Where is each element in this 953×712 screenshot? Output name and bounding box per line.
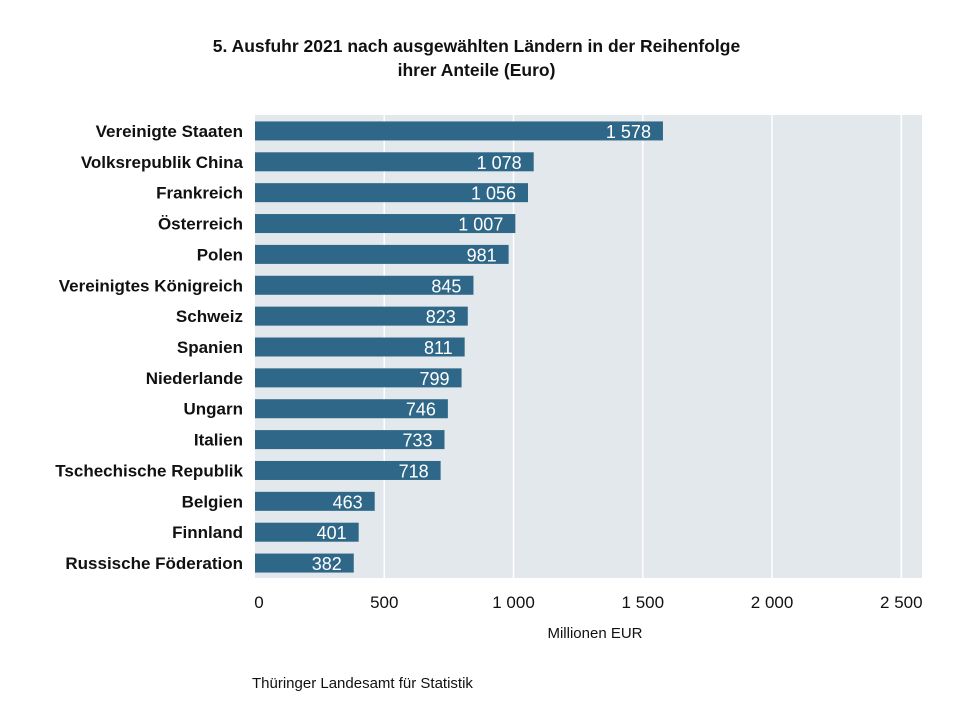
- bar: [255, 399, 448, 419]
- category-label: Spanien: [177, 338, 243, 357]
- bar: [255, 368, 462, 388]
- data-label: 823: [426, 307, 456, 327]
- bar: [255, 460, 441, 480]
- data-label: 1 056: [471, 184, 516, 204]
- data-label: 746: [406, 400, 436, 420]
- bar: [255, 183, 529, 203]
- data-label: 1 078: [477, 153, 522, 173]
- category-label: Italien: [194, 431, 243, 450]
- bar: [255, 306, 468, 326]
- x-tick-label: 0: [254, 593, 263, 612]
- source-note: Thüringer Landesamt für Statistik: [252, 675, 473, 692]
- data-label: 463: [333, 492, 363, 512]
- x-tick-label: 2 500: [880, 593, 923, 612]
- chart-title: 5. Ausfuhr 2021 nach ausgewählten Länder…: [0, 34, 953, 82]
- bar: [255, 275, 474, 295]
- title-line-2: ihrer Anteile (Euro): [397, 60, 556, 80]
- category-label: Finnland: [172, 523, 243, 542]
- data-label: 733: [402, 431, 432, 451]
- x-tick-label: 2 000: [751, 593, 794, 612]
- bar: [255, 152, 534, 172]
- x-tick-label: 1 000: [492, 593, 535, 612]
- data-label: 811: [424, 338, 453, 358]
- data-label: 799: [420, 369, 450, 389]
- bar: [255, 522, 359, 542]
- bar: [255, 244, 509, 264]
- bar: [255, 491, 375, 511]
- x-tick-label: 500: [370, 593, 398, 612]
- category-label: Belgien: [182, 492, 243, 511]
- data-label: 981: [467, 245, 497, 265]
- data-label: 401: [317, 523, 347, 543]
- bar: [255, 337, 465, 357]
- category-label: Volksrepublik China: [81, 153, 244, 172]
- category-label: Frankreich: [156, 184, 243, 203]
- x-axis-label: Millionen EUR: [547, 625, 642, 642]
- category-label: Polen: [197, 245, 243, 264]
- title-line-1: 5. Ausfuhr 2021 nach ausgewählten Länder…: [212, 36, 741, 56]
- category-label: Tschechische Republik: [55, 461, 243, 480]
- category-label: Vereinigte Staaten: [96, 122, 243, 141]
- bar: [255, 553, 354, 573]
- category-label: Österreich: [158, 215, 243, 234]
- category-label: Ungarn: [184, 400, 244, 419]
- data-label: 845: [431, 276, 461, 296]
- category-label: Russische Föderation: [65, 554, 243, 573]
- data-label: 718: [399, 461, 429, 481]
- category-label: Niederlande: [146, 369, 243, 388]
- x-tick-label: 1 500: [622, 593, 665, 612]
- bar: [255, 214, 516, 234]
- category-label: Schweiz: [176, 307, 243, 326]
- data-label: 382: [312, 554, 342, 574]
- data-label: 1 007: [458, 215, 503, 235]
- bar: [255, 430, 445, 450]
- data-label: 1 578: [606, 122, 651, 142]
- bar: [255, 121, 663, 141]
- category-label: Vereinigtes Königreich: [59, 276, 243, 295]
